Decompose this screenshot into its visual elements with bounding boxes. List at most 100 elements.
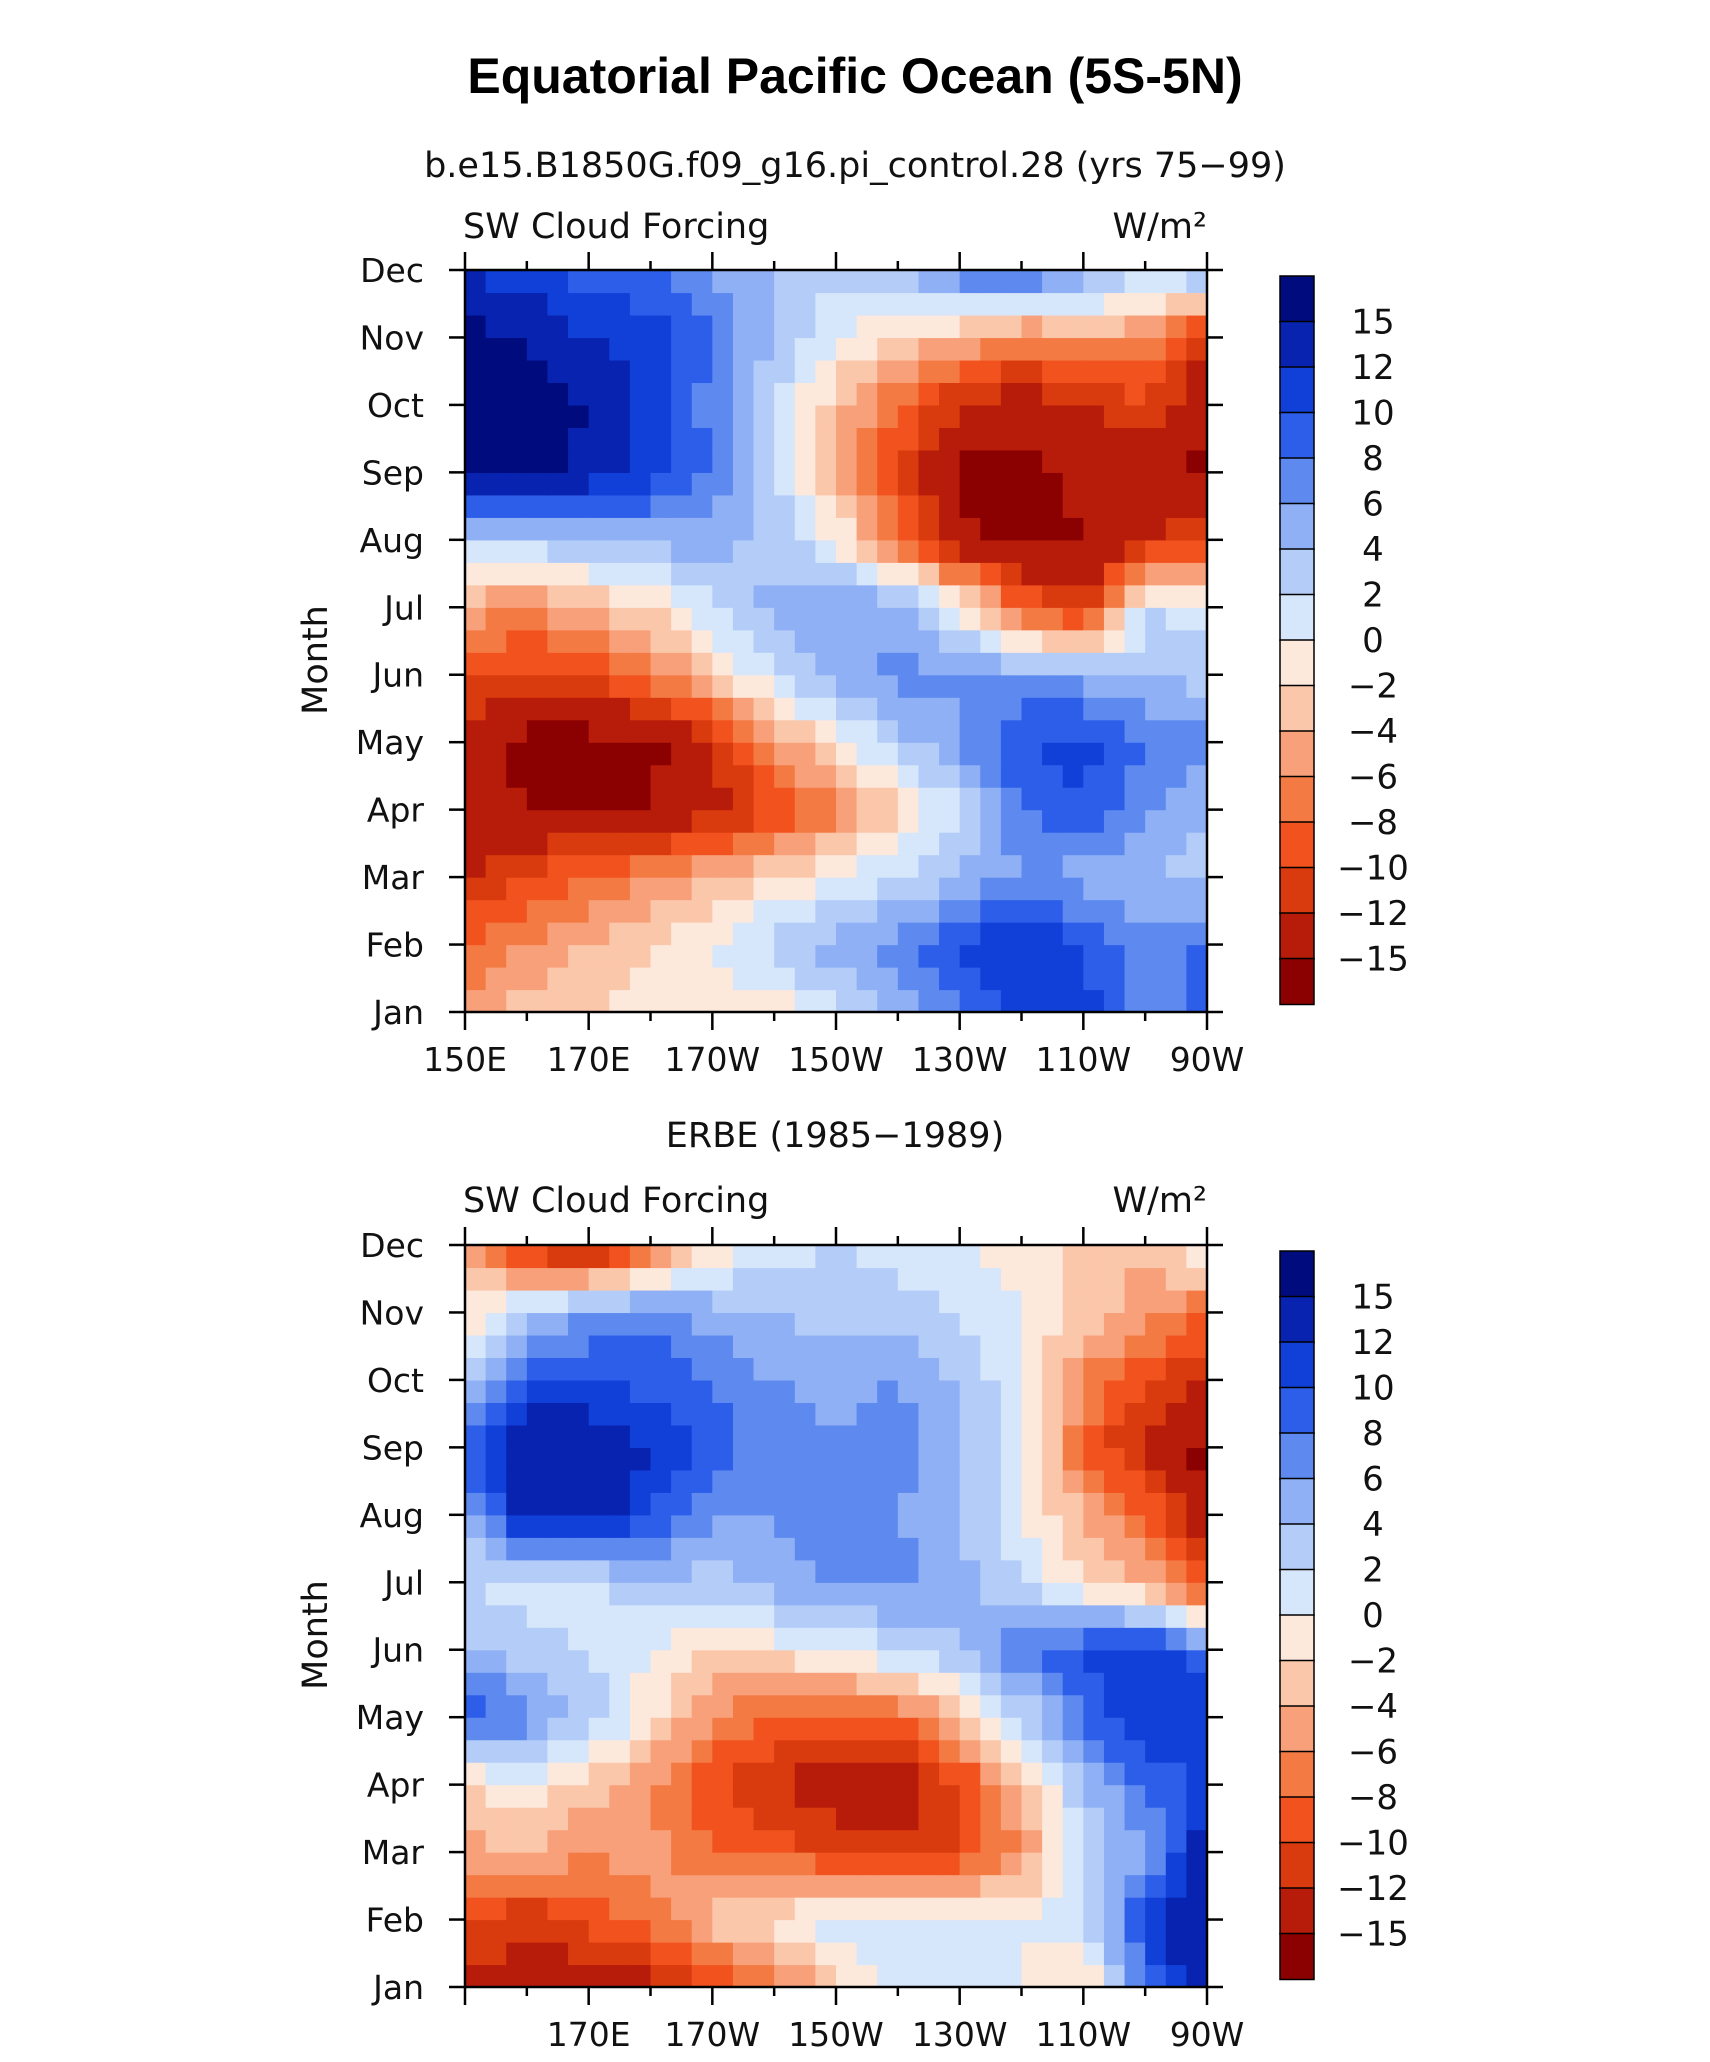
contour-cell (815, 1402, 837, 1426)
colorbar-box (1279, 912, 1315, 960)
contour-cell (918, 787, 940, 811)
contour-cell (732, 1492, 755, 1516)
contour-cell (465, 1514, 487, 1538)
contour-cell (753, 944, 775, 968)
contour-cell (712, 1582, 734, 1606)
contour-cell (650, 314, 672, 339)
colorbar-label: −8 (1348, 1778, 1398, 1818)
contour-cell (815, 1807, 837, 1831)
contour-cell (980, 1739, 1002, 1763)
contour-cell (650, 989, 672, 1013)
contour-cell (485, 1672, 507, 1696)
contour-cell (691, 314, 713, 339)
contour-cell (959, 1402, 981, 1426)
contour-cell (877, 787, 899, 811)
contour-cell (1062, 449, 1084, 473)
contour-cell (1042, 1447, 1064, 1471)
contour-cell (980, 359, 1002, 384)
contour-cell (1186, 472, 1208, 496)
contour-cell (712, 1964, 734, 1988)
contour-cell (1103, 1919, 1126, 1943)
contour-cell (1186, 1739, 1208, 1763)
contour-cell (712, 944, 734, 968)
contour-cell (650, 1649, 672, 1673)
contour-cell (691, 517, 713, 541)
contour-cell (1083, 674, 1105, 698)
contour-cell (1042, 1537, 1064, 1561)
contour-cell (732, 1897, 755, 1921)
contour-cell (547, 629, 569, 653)
contour-cell (918, 1492, 940, 1516)
contour-cell (939, 1312, 961, 1336)
contour-cell (1062, 1267, 1084, 1291)
contour-cell (1083, 1312, 1105, 1336)
contour-cell (939, 1514, 961, 1538)
contour-cell (815, 1424, 837, 1448)
contour-cell (836, 1897, 858, 1921)
contour-cell (939, 314, 961, 339)
contour-cell (588, 1897, 610, 1921)
contour-cell (1062, 1402, 1084, 1426)
contour-cell (753, 292, 775, 316)
contour-cell (1042, 382, 1064, 406)
contour-cell (1083, 562, 1105, 586)
contour-cell (918, 539, 940, 563)
contour-cell (1021, 539, 1043, 563)
contour-cell (1124, 359, 1146, 384)
colorbar-label: 0 (1362, 621, 1384, 661)
colorbar-label: 6 (1362, 1460, 1384, 1500)
contour-cell (753, 1447, 775, 1471)
contour-cell (465, 1784, 487, 1808)
contour-cell (712, 877, 734, 901)
contour-cell (856, 1739, 878, 1763)
contour-cell (1186, 1537, 1208, 1561)
contour-cell (1021, 449, 1043, 473)
contour-cell (1083, 404, 1105, 428)
contour-cell (794, 449, 816, 473)
contour-cell (485, 1447, 507, 1471)
contour-cell (918, 1537, 940, 1561)
contour-cell (1021, 1357, 1043, 1381)
contour-cell (465, 404, 487, 428)
contour-cell (1042, 584, 1064, 608)
contour-cell (691, 1559, 713, 1583)
contour-cell (918, 967, 940, 991)
contour-cell (897, 270, 920, 294)
colorbar-label: 2 (1362, 1551, 1384, 1591)
contour-cell (939, 449, 961, 473)
contour-cell (568, 1334, 590, 1359)
contour-cell (856, 899, 878, 923)
contour-cell (1165, 1582, 1187, 1606)
contour-cell (1124, 1245, 1146, 1269)
contour-cell (732, 1942, 755, 1966)
contour-cell (671, 1807, 693, 1831)
contour-cell (691, 1312, 713, 1336)
contour-cell (980, 1289, 1002, 1314)
contour-cell (691, 1649, 713, 1673)
contour-cell (609, 1379, 631, 1403)
contour-cell (1062, 1357, 1084, 1381)
contour-cell (1021, 922, 1043, 946)
contour-cell (877, 989, 899, 1013)
contour-cell (1165, 1852, 1187, 1876)
contour-cell (732, 1762, 755, 1786)
contour-cell (526, 1649, 549, 1673)
contour-cell (732, 629, 755, 653)
contour-cell (609, 1492, 631, 1516)
contour-cell (1103, 449, 1126, 473)
contour-cell (815, 1717, 837, 1741)
contour-cell (959, 1964, 981, 1988)
contour-cell (1021, 944, 1043, 968)
contour-cell (836, 764, 858, 788)
contour-cell (1000, 1245, 1023, 1269)
contour-cell (691, 1807, 713, 1831)
contour-cell (836, 1312, 858, 1336)
contour-cell (897, 1492, 920, 1516)
contour-cell (1124, 787, 1146, 811)
contour-cell (836, 629, 858, 653)
contour-cell (650, 607, 672, 631)
contour-cell (877, 719, 899, 743)
contour-cell (588, 854, 610, 878)
contour-cell (918, 1897, 940, 1921)
